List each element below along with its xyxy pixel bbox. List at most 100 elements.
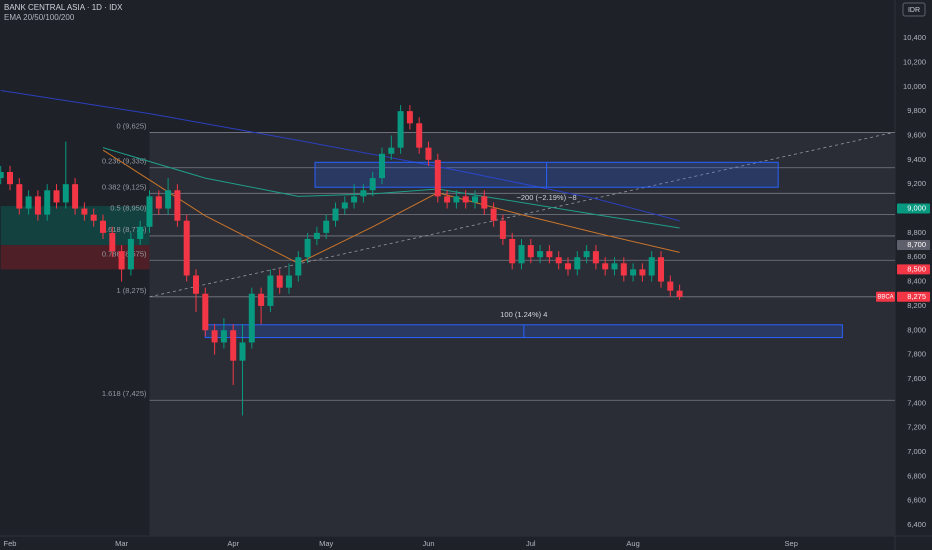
currency-box[interactable] [902,2,926,17]
candle-body [667,281,674,291]
symbol-label: BBCA [877,294,893,300]
candle-body [276,275,283,288]
candle-body [127,238,134,270]
price-tag-label: 8,275 [907,292,926,301]
candle-body [258,293,265,306]
candle-body [490,208,497,221]
y-tick-label: 10,000 [903,82,926,91]
candle-body [193,275,199,294]
price-tag-label: 9,000 [907,204,926,213]
candle-body [211,330,218,343]
candle-body [44,190,51,215]
candle-body [537,251,544,258]
candle-body [53,190,60,203]
y-tick-label: 6,800 [907,471,926,480]
y-tick-label: 7,400 [907,398,926,407]
candle-body [239,342,246,361]
candle-body [565,263,571,270]
candle-body [202,293,209,331]
candle-body [499,220,506,239]
candle-body [472,196,478,203]
ema-line [102,149,680,264]
candle-body [406,111,413,124]
candle-body [369,178,376,191]
y-tick-label: 7,600 [907,374,926,383]
candle-body [304,238,311,258]
x-tick-label: Sep [785,539,798,548]
candle-body [434,159,441,197]
x-tick-label: Apr [227,539,239,548]
candle-body [620,263,627,276]
y-tick-label: 8,200 [907,301,926,310]
chart-subtitle: EMA 20/50/100/200 [4,13,75,22]
price-tag-label: 8,500 [907,264,926,273]
candle-body [313,232,320,239]
candle-body [341,202,348,209]
y-tick-label: 9,200 [907,179,926,188]
currency[interactable]: IDR [908,7,920,14]
candle-body [509,238,516,264]
candle-body [109,232,116,252]
candle-body [267,275,274,306]
candle-body [16,184,23,209]
candle-body [118,251,125,270]
y-tick-label: 8,800 [907,228,926,237]
candle-body [351,196,358,203]
candle-body [676,290,683,297]
candle-body [100,220,106,233]
y-tick-label: 8,400 [907,277,926,286]
candle-body [425,147,432,160]
candle-body [295,257,302,276]
range-label: 100 (1.24%) 4 [500,310,547,319]
candle-body [34,196,41,215]
candle-body [555,257,562,264]
candle-body [583,251,590,258]
candle-body [220,330,227,343]
x-tick-label: Feb [4,539,17,548]
candle-body [360,190,367,197]
candle-body [546,251,553,258]
y-tick-label: 9,600 [907,130,926,139]
candle-body [165,190,172,209]
symbol-tag [876,291,895,302]
ema-line [0,89,680,222]
candle-body [174,190,181,221]
candle-body [397,111,404,148]
candle-body [379,153,385,179]
candle-body [137,226,144,239]
fib-label: 0.618 (8,775) [102,225,147,234]
fib-label: 1 (8,275) [116,286,147,295]
candle-body [630,269,637,276]
x-tick-label: Jul [526,539,536,548]
candle-body [574,257,581,270]
candle-body [183,220,190,276]
y-tick-label: 9,800 [907,106,926,115]
candle-body [658,257,664,282]
fib-label: 0.382 (9,125) [102,182,147,191]
price-tag [897,264,930,275]
candle-body [602,263,609,270]
x-tick-label: Jun [422,539,434,548]
chart-title: BANK CENTRAL ASIA · 1D · IDX [4,3,123,12]
price-tag [897,240,930,251]
ema-line [102,147,680,229]
candle-body [332,208,339,221]
candle-body [286,275,292,288]
y-tick-label: 6,600 [907,496,926,505]
candle-body [90,214,97,221]
candle-body [453,196,460,203]
candle-body [462,196,469,203]
fib-area [149,132,895,536]
y-tick-label: 10,200 [903,57,926,66]
candle-body [527,245,534,258]
candle-body [416,123,423,148]
y-tick-label: 8,000 [907,325,926,334]
fib-label: 0 (9,625) [116,121,147,130]
candle-body [230,330,237,361]
y-tick-label: 7,800 [907,350,926,359]
candle-body [81,208,88,215]
y-tick-label: 7,000 [907,447,926,456]
candle-body [518,245,525,264]
fib-label: 0.236 (9,335) [102,157,147,166]
